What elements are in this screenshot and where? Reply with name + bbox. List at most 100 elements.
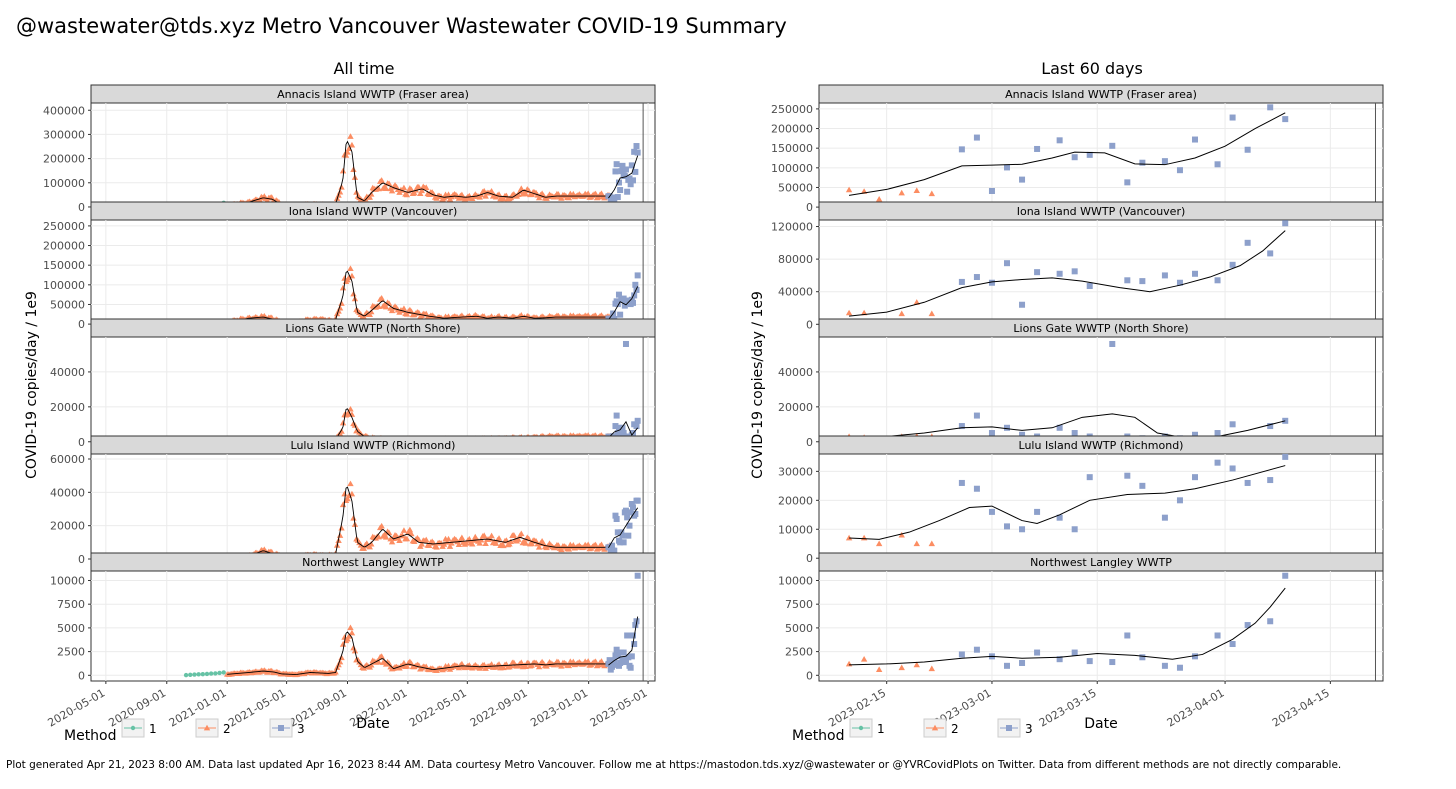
y-tick-label: 100000 [43,279,85,292]
facet-strip-label: Northwest Langley WWTP [302,556,444,569]
data-point [592,190,599,197]
data-point [1034,649,1041,656]
data-point [613,516,620,522]
data-point [558,195,565,201]
data-point [347,405,354,412]
data-point [1109,659,1116,666]
y-tick-label: 0 [806,201,813,214]
data-point [342,152,350,158]
data-point [898,531,905,538]
facet-strip-label: Annacis Island WWTP (Fraser area) [1005,88,1197,101]
data-point [1214,430,1221,437]
y-axis-title: COVID-19 copies/day / 1e9 [24,291,40,479]
data-point [620,295,627,302]
data-point [988,430,995,437]
y-tick-label: 5000 [57,622,85,635]
y-tick-label: 400000 [43,104,85,117]
data-point [632,511,639,517]
y-tick-label: 20000 [50,401,85,414]
data-point [610,661,617,668]
y-tick-label: 0 [806,436,813,449]
data-point [622,659,629,666]
data-point [403,663,411,669]
data-point [620,539,627,546]
y-tick-label: 0 [78,318,85,331]
data-point [631,292,638,299]
data-point [958,278,965,285]
data-point [558,663,565,669]
y-axis-title: COVID-19 copies/day / 1e9 [750,291,766,479]
data-point [518,185,525,191]
data-point [1124,472,1131,479]
smooth-line [608,507,639,548]
data-point [1161,272,1168,279]
data-point [535,663,543,670]
data-point [1109,340,1116,347]
y-tick-label: 10000 [778,574,813,587]
data-point [208,671,214,676]
data-point [620,649,627,656]
smooth-line [849,230,1286,317]
data-point [628,296,635,303]
data-point [1267,618,1274,625]
data-point [1282,220,1289,227]
data-point [1071,268,1078,275]
legend-entry-label: 2 [951,722,959,736]
data-point [626,175,633,182]
data-point [619,162,626,169]
data-point [341,490,348,497]
data-point [396,537,403,543]
data-point [339,284,347,291]
data-point [347,624,354,631]
data-point [629,177,636,184]
legend-key-marker [130,725,136,731]
data-point [973,485,980,492]
y-tick-label: 80000 [778,253,813,266]
y-tick-label: 50000 [778,181,813,194]
y-tick-label: 40000 [778,286,813,299]
data-point [183,672,189,678]
data-point [1019,176,1026,183]
data-point [584,658,592,664]
legend-entry-label: 3 [1025,722,1033,736]
data-point [1229,641,1236,648]
y-tick-label: 5000 [785,622,813,635]
data-point [1124,632,1131,639]
data-point [875,540,883,547]
data-point [400,305,408,311]
data-point [629,504,636,511]
data-point [350,514,357,521]
data-point [1214,632,1221,639]
data-point [611,195,618,202]
x-tick-label: 2023-01-01 [528,686,590,729]
data-point [488,532,495,539]
data-point [1056,514,1063,521]
data-point [973,646,980,653]
legend-key-marker [931,724,939,731]
data-point [1176,497,1183,504]
data-point [565,545,573,552]
data-point [1229,465,1236,472]
y-tick-label: 0 [78,553,85,566]
data-point [348,411,356,417]
data-point [1161,662,1168,669]
data-point [400,527,408,533]
data-point [375,658,382,665]
data-point [617,187,624,194]
data-point [1214,277,1221,284]
data-point [382,303,390,310]
data-point [1086,151,1093,158]
data-point [632,168,639,175]
y-tick-label: 300000 [43,128,85,141]
data-point [339,501,347,508]
data-point [928,540,935,547]
data-point [433,544,440,550]
facet-panel: Lions Gate WWTP (North Shore) 0 20000 40000 [50,318,656,449]
data-point [1019,526,1026,533]
data-point [1214,161,1221,168]
data-point [1192,431,1198,438]
data-point [634,572,641,579]
y-tick-label: 7500 [57,598,85,611]
data-point [388,187,396,194]
data-point [417,190,424,196]
